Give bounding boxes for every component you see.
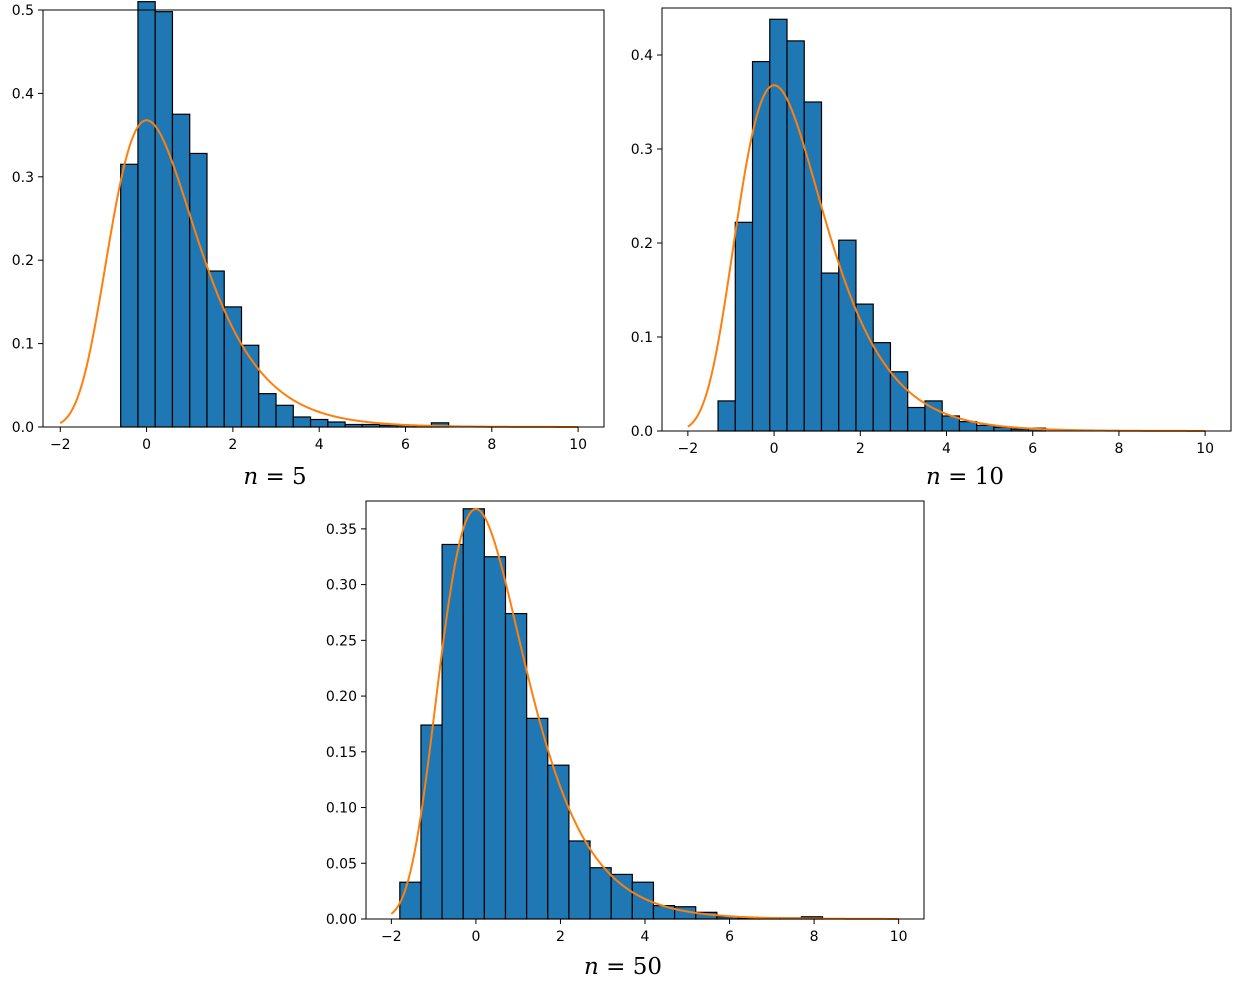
- y-tick-label: 0.30: [326, 578, 357, 594]
- histogram-bar: [568, 840, 591, 920]
- x-tick-label: 10: [569, 437, 587, 453]
- x-tick-label: 6: [725, 929, 734, 945]
- histogram-bar: [462, 508, 485, 920]
- x-tick-label: 2: [228, 437, 237, 453]
- x-tick-label: 10: [890, 929, 908, 945]
- histogram-bar: [589, 867, 612, 920]
- y-tick-label: 0.1: [12, 337, 34, 353]
- y-tick-label: 0.3: [631, 142, 653, 158]
- x-tick-label: 0: [770, 441, 779, 457]
- caption-value: = 50: [599, 954, 662, 980]
- histogram-bar: [610, 873, 633, 920]
- y-tick-label: 0.10: [326, 801, 357, 817]
- x-tick-label: 4: [641, 929, 650, 945]
- histogram-bar: [399, 881, 422, 920]
- caption-variable: n: [926, 464, 941, 490]
- x-tick-label: 0: [471, 929, 480, 945]
- y-tick-label: 0.4: [12, 86, 34, 102]
- y-tick-label: 0.1: [631, 330, 653, 346]
- y-tick-label: 0.0: [631, 424, 653, 440]
- x-tick-label: 8: [487, 437, 496, 453]
- y-tick-label: 0.15: [326, 745, 357, 761]
- histogram-bar: [526, 717, 549, 920]
- caption-value: = 5: [258, 464, 307, 490]
- x-tick-label: 6: [1028, 441, 1037, 457]
- x-tick-label: 4: [942, 441, 951, 457]
- y-tick-label: 0.4: [631, 48, 653, 64]
- x-tick-label: 10: [1196, 441, 1214, 457]
- x-tick-label: −2: [381, 929, 402, 945]
- axes-frame: [42, 9, 605, 428]
- x-tick-label: 8: [1114, 441, 1123, 457]
- histogram-bar: [420, 724, 443, 920]
- y-tick-label: 0.0: [12, 420, 34, 436]
- x-tick-label: 6: [401, 437, 410, 453]
- y-tick-label: 0.00: [326, 912, 357, 928]
- y-tick-label: 0.35: [326, 522, 357, 538]
- x-tick-label: 0: [142, 437, 151, 453]
- histogram-bar: [547, 764, 570, 920]
- y-tick-label: 0.2: [12, 253, 34, 269]
- y-tick-label: 0.5: [12, 3, 34, 19]
- histogram-bar: [483, 556, 507, 920]
- y-tick-label: 0.25: [326, 633, 357, 649]
- panel-caption: n = 5: [243, 464, 306, 490]
- panel-caption: n = 50: [584, 954, 662, 980]
- caption-variable: n: [584, 954, 599, 980]
- caption-variable: n: [243, 464, 258, 490]
- y-tick-label: 0.2: [631, 236, 653, 252]
- x-tick-label: −2: [678, 441, 699, 457]
- x-tick-label: −2: [50, 437, 71, 453]
- caption-value: = 10: [941, 464, 1004, 490]
- x-tick-label: 4: [315, 437, 324, 453]
- x-tick-label: 2: [856, 441, 865, 457]
- x-tick-label: 8: [810, 929, 819, 945]
- y-tick-label: 0.20: [326, 689, 357, 705]
- panel-caption: n = 10: [926, 464, 1004, 490]
- x-tick-label: 2: [556, 929, 565, 945]
- y-tick-label: 0.3: [12, 170, 34, 186]
- histogram-bar: [441, 543, 464, 920]
- y-tick-label: 0.05: [326, 856, 357, 872]
